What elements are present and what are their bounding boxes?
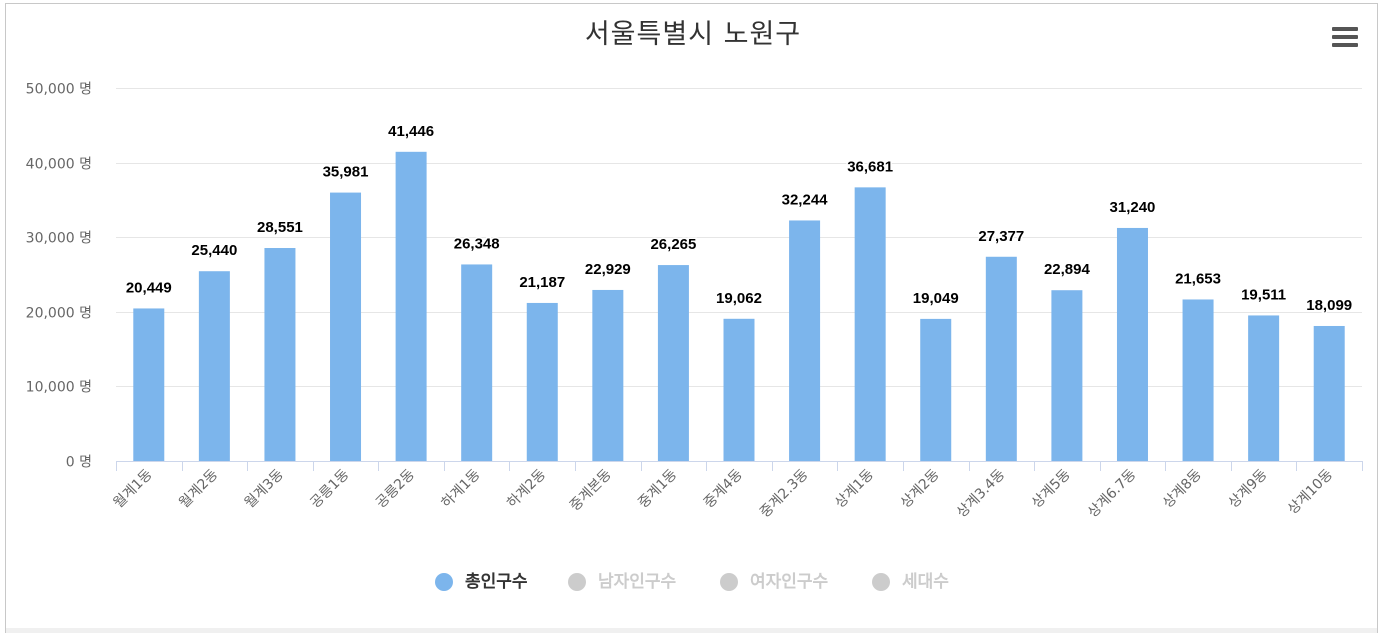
x-tick-label: 월계3동 (242, 466, 287, 511)
data-label: 21,187 (519, 274, 565, 291)
bar[interactable] (854, 187, 886, 461)
chart-container (5, 3, 1378, 633)
y-tick-label: 0 명 (66, 455, 92, 471)
data-label: 19,511 (1241, 286, 1286, 303)
x-tick-label: 중계1동 (635, 466, 680, 511)
x-tick-label: 공릉1동 (307, 466, 352, 511)
bar[interactable] (264, 248, 296, 461)
x-tick-label: 상계3.4동 (954, 466, 1008, 520)
bar[interactable] (1182, 299, 1214, 461)
bar[interactable] (1116, 227, 1148, 461)
x-tick-label: 하계2동 (504, 466, 549, 511)
y-tick-label: 50,000 명 (26, 82, 92, 98)
legend-dot-icon (720, 573, 738, 591)
x-tick-label: 상계6.7동 (1085, 466, 1139, 520)
x-tick-label: 상계5동 (1029, 466, 1074, 511)
x-tick-label: 상계10동 (1285, 466, 1336, 517)
x-tick-label: 하계1동 (439, 466, 484, 511)
data-label: 36,681 (847, 158, 893, 175)
legend-label: 총인구수 (465, 572, 528, 592)
legend-dot-icon (568, 573, 586, 591)
x-tick-label: 월계2동 (176, 466, 221, 511)
x-tick-label: 상계9동 (1226, 466, 1271, 511)
bar[interactable] (1051, 290, 1083, 461)
data-label: 41,446 (388, 123, 434, 140)
bar[interactable] (133, 308, 165, 461)
legend-label: 남자인구수 (598, 572, 677, 592)
data-label: 21,653 (1175, 270, 1221, 287)
x-tick-label: 상계2동 (898, 466, 943, 511)
x-tick-label: 월계1동 (111, 466, 156, 511)
data-label: 35,981 (323, 164, 369, 181)
x-tick-label: 공릉2동 (373, 466, 418, 511)
x-tick-label: 중계본동 (567, 466, 615, 514)
legend-label: 여자인구수 (750, 572, 829, 592)
bar[interactable] (985, 256, 1017, 461)
data-label: 27,377 (978, 228, 1024, 245)
legend-dot-icon (872, 573, 890, 591)
x-tick-label: 중계4동 (701, 466, 746, 511)
data-label: 22,929 (585, 261, 631, 278)
y-tick-label: 40,000 명 (26, 157, 92, 173)
bar[interactable] (1313, 325, 1345, 461)
hamburger-menu-icon[interactable] (1331, 25, 1359, 49)
data-label: 28,551 (257, 219, 303, 236)
bar[interactable] (526, 302, 558, 461)
bar[interactable] (461, 264, 493, 461)
bar[interactable] (592, 289, 624, 461)
bar[interactable] (330, 192, 362, 462)
bar[interactable] (920, 318, 952, 461)
data-label: 19,049 (913, 290, 959, 307)
data-label: 18,099 (1306, 297, 1352, 314)
x-tick-label: 상계1동 (832, 466, 877, 511)
legend-label: 세대수 (902, 572, 949, 592)
footer-strip (6, 628, 1377, 633)
chart-title: 서울특별시 노원구 (584, 19, 802, 50)
bar[interactable] (657, 265, 689, 461)
data-label: 31,240 (1110, 199, 1156, 216)
bar[interactable] (395, 151, 427, 461)
legend: 총인구수 남자인구수 여자인구수 세대수 (0, 568, 1386, 596)
bar[interactable] (723, 318, 755, 461)
y-tick-label: 10,000 명 (26, 380, 92, 396)
bar[interactable] (1248, 315, 1280, 461)
bar[interactable] (789, 220, 821, 461)
x-tick-label: 중계2.3동 (757, 466, 811, 520)
data-label: 26,348 (454, 235, 500, 252)
bar[interactable] (198, 271, 230, 461)
data-label: 25,440 (191, 242, 237, 259)
y-tick-label: 30,000 명 (26, 231, 92, 247)
x-tick-label: 상계8동 (1160, 466, 1205, 511)
data-label: 19,062 (716, 290, 762, 307)
data-label: 26,265 (650, 236, 696, 253)
data-label: 22,894 (1044, 261, 1091, 278)
data-label: 32,244 (782, 191, 829, 208)
data-label: 20,449 (126, 279, 172, 296)
legend-dot-icon (435, 573, 453, 591)
y-tick-label: 20,000 명 (26, 306, 92, 322)
